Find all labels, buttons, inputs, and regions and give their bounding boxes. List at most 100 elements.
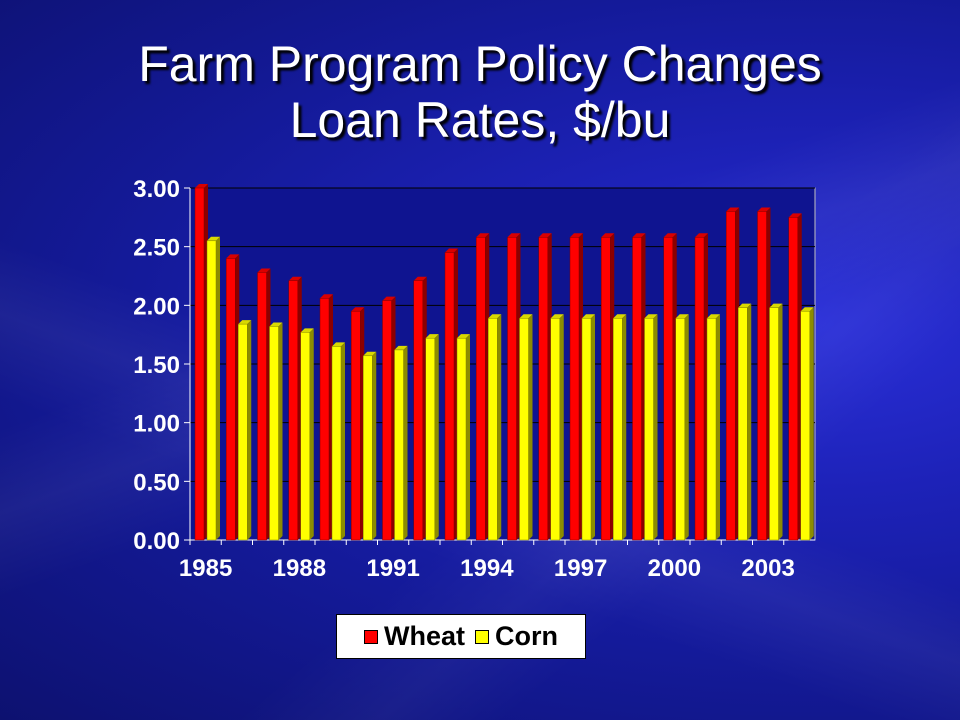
bar-top-wheat-1999	[632, 233, 646, 238]
bar-top-corn-1985	[207, 236, 220, 241]
bar-top-wheat-2000	[663, 233, 677, 238]
x-tick-label: 1997	[554, 555, 607, 582]
title-line-1: Farm Program Policy Changes	[138, 36, 822, 92]
bar-top-corn-1999	[644, 314, 658, 319]
bar-corn-2000	[675, 317, 685, 541]
bar-corn-1996	[550, 317, 560, 541]
bar-side-corn-1992	[434, 334, 439, 540]
bar-side-corn-1997	[591, 314, 595, 540]
legend-item-corn: Corn	[475, 621, 558, 652]
bar-corn-1995	[519, 317, 529, 541]
slide-title: Farm Program Policy Changes Loan Rates, …	[0, 36, 960, 148]
bar-corn-1988	[300, 332, 310, 541]
bar-corn-2001	[706, 317, 717, 541]
bar-top-wheat-2002	[726, 207, 740, 212]
x-tick-label: 2003	[741, 555, 794, 582]
bar-wheat-2004	[788, 217, 798, 541]
bar-wheat-1992	[413, 280, 423, 541]
bar-top-corn-1988	[300, 328, 314, 333]
bar-wheat-1988	[288, 280, 298, 541]
bar-top-corn-1990	[363, 351, 377, 356]
bar-corn-2002	[738, 307, 748, 541]
bar-top-wheat-2004	[788, 213, 802, 218]
bar-top-corn-2002	[738, 303, 752, 308]
bar-corn-1991	[394, 349, 404, 541]
bar-top-corn-1991	[394, 345, 408, 350]
bar-wheat-1993	[444, 252, 455, 541]
x-tick-label: 1985	[179, 555, 232, 582]
y-tick-label: 1.00	[133, 411, 180, 438]
bar-side-corn-2003	[778, 303, 783, 540]
bar-corn-2004	[800, 310, 810, 541]
bar-side-corn-1996	[559, 314, 564, 540]
bar-wheat-1994	[476, 237, 486, 541]
bar-side-corn-1986	[247, 320, 252, 540]
bar-wheat-1985	[194, 187, 205, 541]
bar-top-corn-1989	[332, 342, 345, 347]
bar-top-corn-1998	[613, 314, 627, 319]
bar-side-corn-1995	[528, 314, 533, 540]
bar-wheat-2002	[726, 211, 736, 541]
bar-top-wheat-1998	[601, 233, 615, 238]
bar-top-corn-1997	[582, 314, 595, 319]
y-tick-label: 1.50	[133, 352, 180, 379]
bar-top-corn-1994	[488, 314, 502, 319]
bar-top-wheat-1990	[351, 307, 365, 312]
bar-wheat-2000	[663, 237, 673, 541]
bar-corn-1994	[488, 317, 498, 541]
bar-top-wheat-1997	[570, 233, 583, 238]
bar-top-wheat-1992	[413, 276, 427, 281]
bar-corn-2003	[769, 307, 779, 541]
bar-corn-1997	[581, 317, 592, 541]
x-tick-label: 1991	[366, 555, 419, 582]
bar-side-corn-1988	[309, 328, 314, 540]
bar-top-wheat-2001	[695, 233, 708, 238]
bar-wheat-1986	[226, 258, 236, 541]
bar-side-corn-1987	[278, 322, 283, 540]
bar-corn-1987	[269, 326, 279, 541]
bar-top-corn-1993	[457, 334, 470, 339]
legend-swatch-corn	[475, 629, 489, 644]
bar-corn-1999	[644, 317, 654, 541]
bar-top-corn-2003	[769, 303, 783, 308]
bar-side-corn-2004	[809, 307, 814, 540]
bar-top-wheat-1995	[507, 233, 521, 238]
legend-item-wheat: Wheat	[364, 621, 465, 652]
bar-top-wheat-1988	[288, 276, 302, 281]
bar-top-corn-1995	[519, 314, 533, 319]
bar-side-corn-1993	[466, 334, 470, 540]
y-tick-label: 2.00	[133, 293, 180, 320]
bar-side-corn-1999	[653, 314, 658, 540]
bar-top-corn-2004	[800, 307, 814, 312]
bar-wheat-2001	[694, 237, 705, 541]
bar-top-wheat-1991	[382, 296, 396, 301]
bar-side-corn-2001	[716, 314, 720, 540]
bar-corn-1985	[206, 240, 217, 541]
bar-top-wheat-1986	[226, 254, 240, 259]
bar-top-corn-1987	[269, 322, 283, 327]
bar-top-corn-2001	[707, 314, 720, 319]
bar-top-corn-2000	[675, 314, 689, 319]
bar-top-corn-1996	[550, 314, 564, 319]
bar-side-corn-2002	[747, 303, 752, 540]
bar-side-corn-1998	[622, 314, 627, 540]
bar-side-corn-1990	[372, 351, 377, 540]
bar-corn-1986	[238, 323, 248, 541]
bar-side-corn-2000	[684, 314, 689, 540]
bar-top-wheat-2003	[757, 207, 771, 212]
bar-top-wheat-1987	[257, 268, 271, 273]
y-tick-label: 3.00	[133, 176, 180, 203]
x-tick-label: 1988	[273, 555, 326, 582]
bar-top-wheat-1993	[445, 248, 458, 253]
y-tick-label: 2.50	[133, 235, 180, 262]
bar-side-corn-1985	[216, 236, 220, 541]
x-tick-label: 2000	[648, 555, 701, 582]
bar-side-corn-1991	[403, 345, 408, 540]
bar-wheat-1987	[257, 272, 267, 541]
bar-wheat-1998	[601, 237, 611, 541]
bar-side-corn-1989	[341, 342, 345, 540]
bar-top-wheat-1985	[195, 184, 208, 188]
bar-corn-1998	[613, 317, 623, 541]
bar-wheat-1997	[569, 237, 580, 541]
